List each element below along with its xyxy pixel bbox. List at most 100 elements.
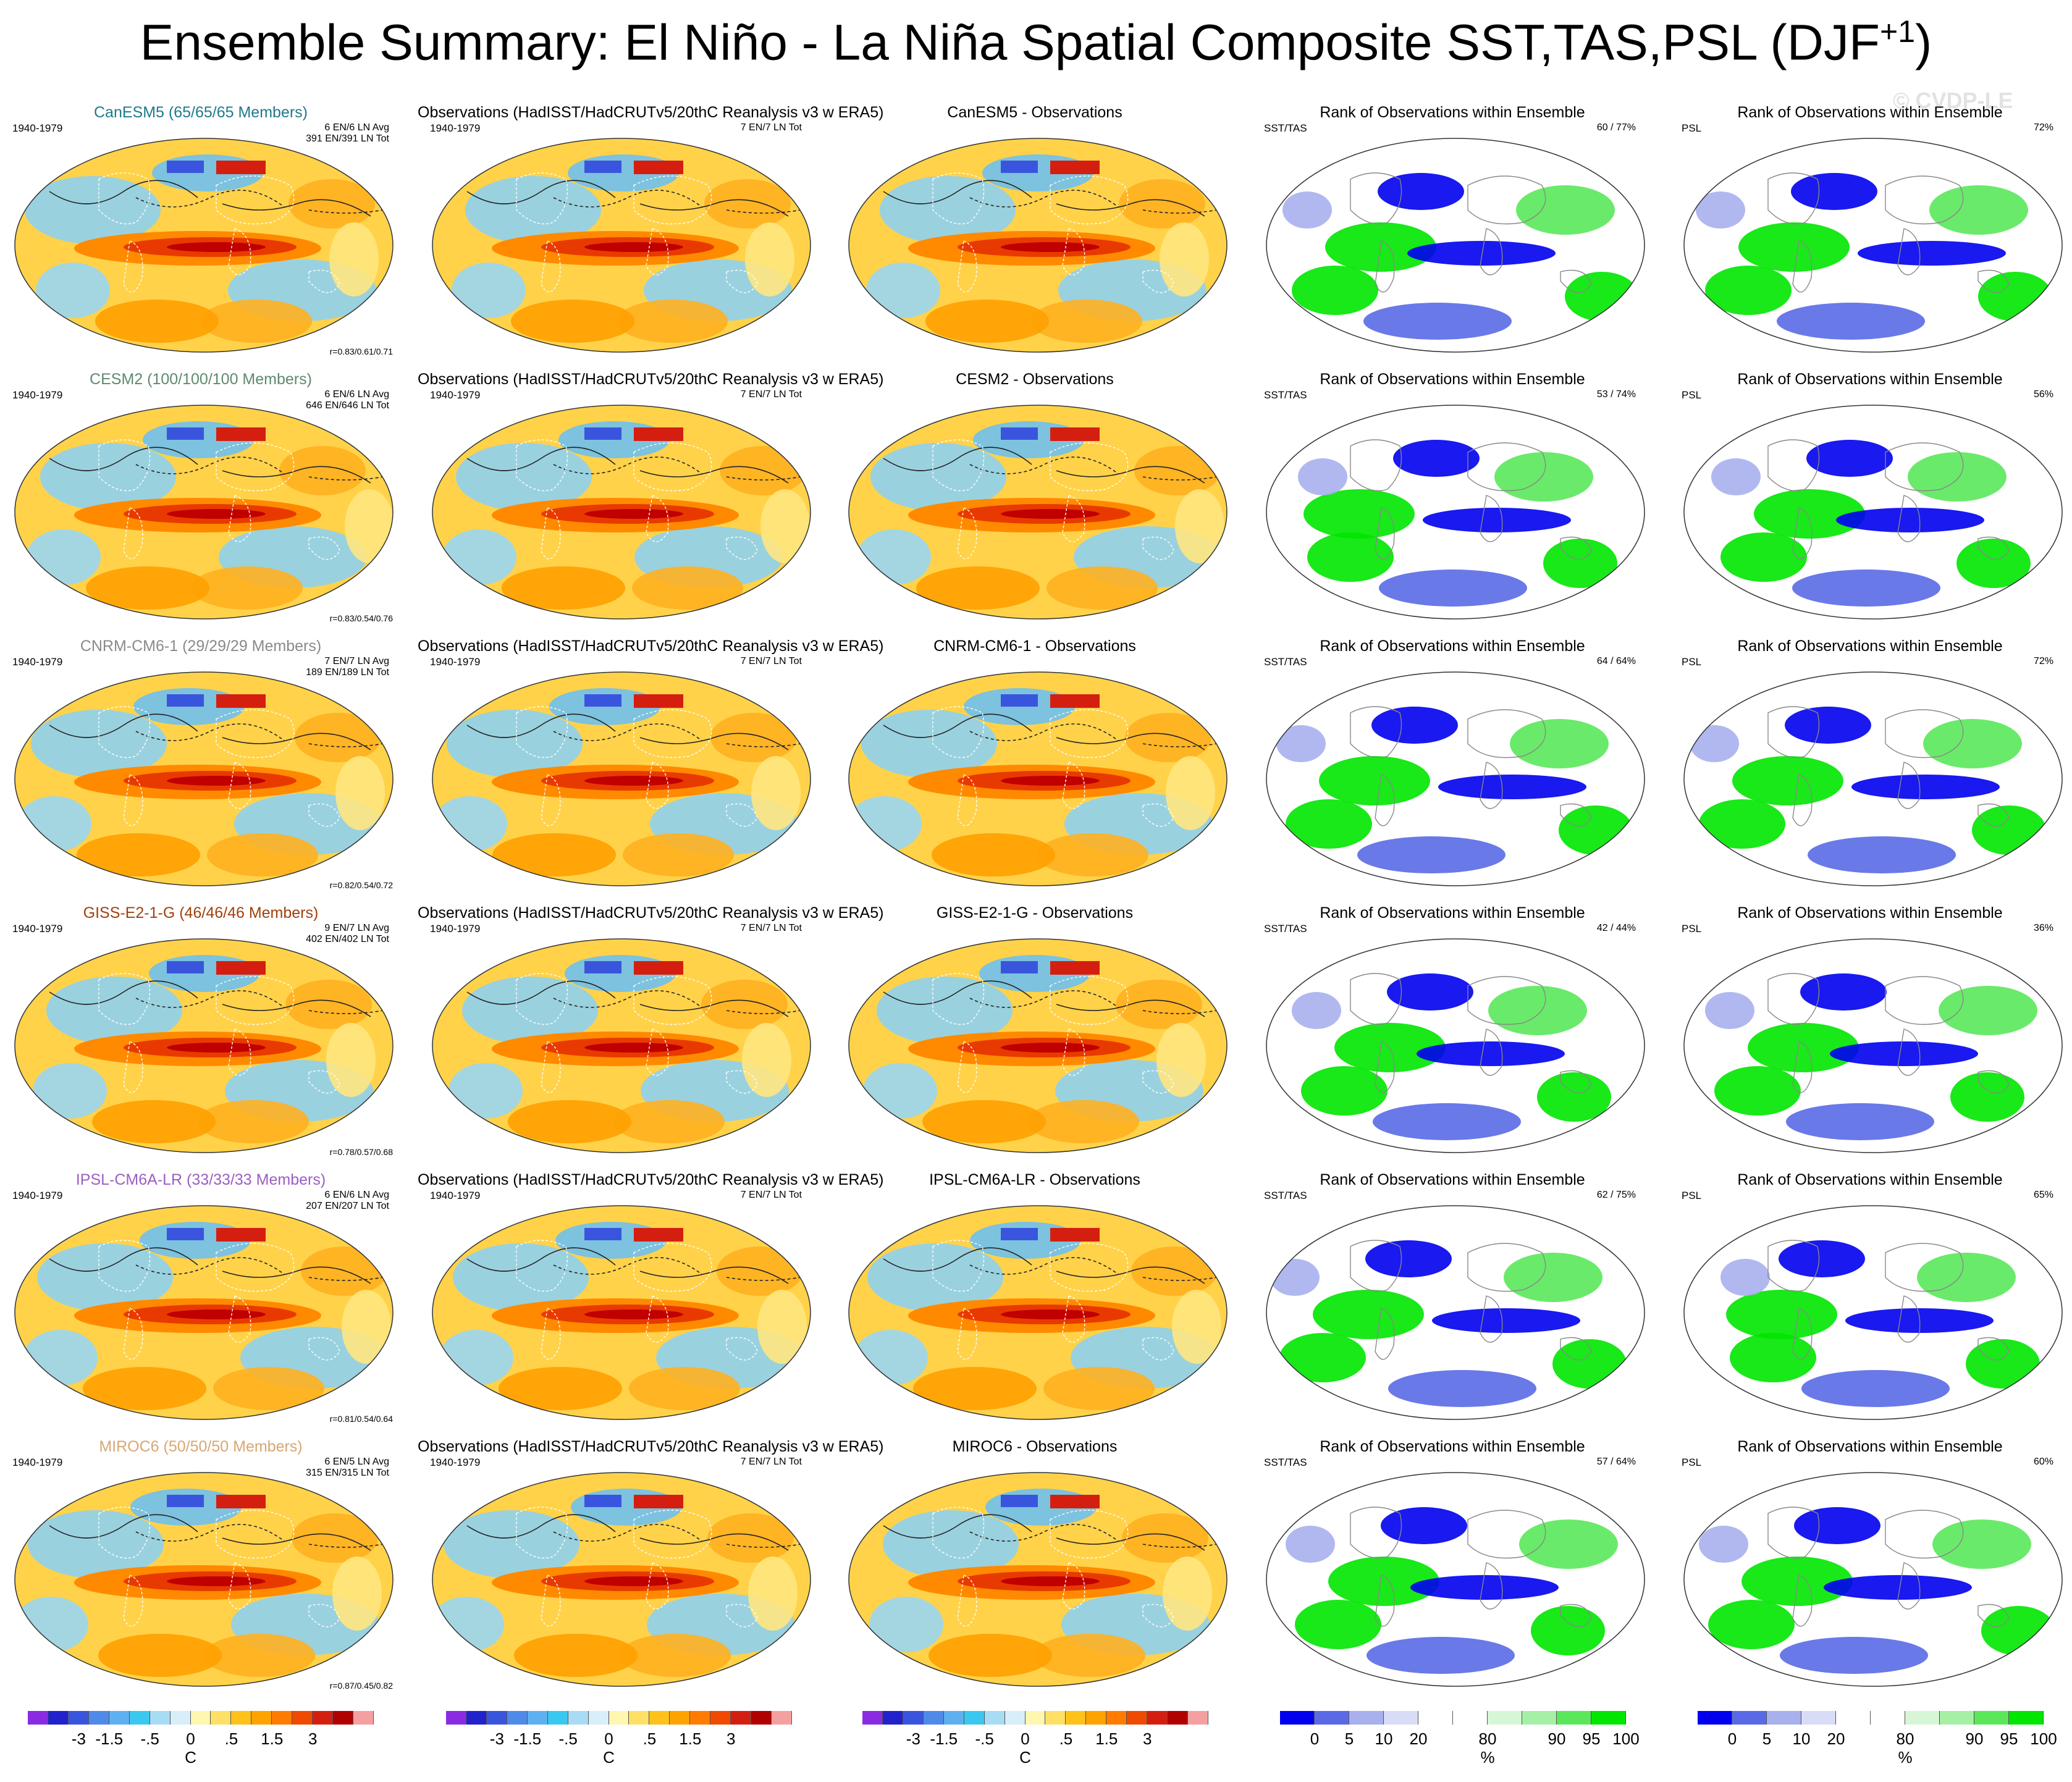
psl-rank-map bbox=[1683, 138, 2063, 353]
watermark: © CVDP-LE bbox=[1893, 88, 2013, 113]
colorbar-tick-label: 95 bbox=[2000, 1729, 2018, 1748]
colorbar-tick-label: 0 bbox=[1727, 1729, 1737, 1748]
obs-counts: 7 EN/7 LN Tot bbox=[740, 656, 802, 666]
observed-composite-map bbox=[432, 938, 811, 1153]
sst-tas-label: SST/TAS bbox=[1264, 923, 1307, 935]
period-label: 1940-1979 bbox=[430, 122, 481, 134]
colorbar-swatch bbox=[588, 1711, 609, 1725]
psl-label: PSL bbox=[1682, 923, 1702, 935]
pattern-correlation: r=0.83/0.54/0.76 bbox=[329, 613, 393, 623]
obs-title: Observations (HadISST/HadCRUTv5/20thC Re… bbox=[418, 1171, 884, 1188]
map-container bbox=[430, 1203, 813, 1423]
total-counts: 402 EN/402 LN Tot bbox=[306, 934, 389, 944]
pattern-correlation: r=0.87/0.45/0.82 bbox=[329, 1681, 393, 1691]
colorbar-tick-label: -3 bbox=[489, 1729, 504, 1748]
map-container bbox=[846, 1203, 1229, 1423]
panel-r1-c1: CanESM5 (65/65/65 Members) 1940-1979 6 EN/… bbox=[0, 104, 402, 360]
period-label: 1940-1979 bbox=[430, 1190, 481, 1201]
total-counts: 189 EN/189 LN Tot bbox=[306, 667, 389, 678]
map-container bbox=[1682, 1470, 2065, 1689]
psl-label: PSL bbox=[1682, 656, 1702, 668]
model-title: GISS-E2-1-G (46/46/46 Members) bbox=[83, 904, 319, 922]
colorbar-swatch bbox=[629, 1711, 650, 1725]
panel-r1-c5: Rank of Observations within Ensemble PSL 7… bbox=[1669, 104, 2071, 360]
colorbar-swatch bbox=[272, 1711, 293, 1725]
obs-title: Observations (HadISST/HadCRUTv5/20thC Re… bbox=[418, 637, 884, 655]
sst-tas-rank-map bbox=[1266, 938, 1645, 1153]
colorbar-swatch bbox=[1168, 1711, 1188, 1725]
psl-label: PSL bbox=[1682, 122, 1702, 134]
panel-r6-c4: Rank of Observations within Ensemble SST/… bbox=[1252, 1438, 1653, 1694]
colorbar-tick-label: .5 bbox=[642, 1729, 657, 1748]
colorbar-tick-label: 0 bbox=[604, 1729, 613, 1748]
colorbar-swatch bbox=[486, 1711, 507, 1725]
map-container bbox=[430, 936, 813, 1156]
map-container bbox=[430, 403, 813, 622]
colorbar-swatch bbox=[68, 1711, 89, 1725]
colorbar-tick-label: 1.5 bbox=[1095, 1729, 1118, 1748]
colorbar-swatch bbox=[1188, 1711, 1208, 1725]
colorbar-tick-label: 80 bbox=[1896, 1729, 1914, 1748]
colorbar-tick-label: 0 bbox=[186, 1729, 195, 1748]
colorbar-swatch bbox=[2009, 1711, 2044, 1725]
model-title: CESM2 (100/100/100 Members) bbox=[90, 371, 312, 388]
colorbar-swatch bbox=[353, 1711, 374, 1725]
map-container bbox=[1682, 936, 2065, 1156]
colorbar-tick-label: 1.5 bbox=[679, 1729, 702, 1748]
colorbar-swatch bbox=[1557, 1711, 1591, 1725]
colorbar-ticks: -3 -1.5 -.5 0 .5 1.5 3 bbox=[862, 1729, 1208, 1748]
colorbar-swatches bbox=[446, 1711, 792, 1725]
colorbar-swatch bbox=[1591, 1711, 1626, 1725]
colorbar-swatches bbox=[1698, 1711, 2044, 1725]
period-label: 1940-1979 bbox=[12, 656, 63, 668]
panel-r5-c3: IPSL-CM6A-LR - Observations bbox=[834, 1171, 1236, 1427]
colorbar-swatch bbox=[1453, 1711, 1488, 1725]
map-container bbox=[1264, 403, 1647, 622]
rank-title: Rank of Observations within Ensemble bbox=[1320, 1171, 1585, 1188]
colorbar-swatch bbox=[862, 1711, 883, 1725]
rank-title: Rank of Observations within Ensemble bbox=[1737, 371, 2003, 388]
difference-title: MIROC6 - Observations bbox=[952, 1438, 1118, 1455]
panel-r5-c1: IPSL-CM6A-LR (33/33/33 Members) 1940-1979… bbox=[0, 1171, 402, 1427]
colorbar-tick-label: -.5 bbox=[140, 1729, 159, 1748]
colorbar-swatch bbox=[964, 1711, 985, 1725]
rank-colorbar-2: 0 5 10 20 80 90 95 100% bbox=[1698, 1711, 2057, 1779]
difference-map bbox=[848, 671, 1228, 886]
obs-counts: 7 EN/7 LN Tot bbox=[740, 389, 802, 400]
difference-map bbox=[848, 405, 1228, 620]
rank-percent: 56% bbox=[2033, 389, 2053, 400]
rank-colorbar-1: 0 5 10 20 80 90 95 100% bbox=[1280, 1711, 1640, 1779]
colorbar-swatch bbox=[1940, 1711, 1974, 1725]
map-container bbox=[12, 1203, 395, 1423]
model-title: CanESM5 (65/65/65 Members) bbox=[94, 104, 308, 121]
map-container bbox=[846, 1470, 1229, 1689]
colorbar-tick-label: 90 bbox=[1548, 1729, 1566, 1748]
total-counts: 646 EN/646 LN Tot bbox=[306, 400, 389, 411]
rank-percent: 60% bbox=[2033, 1456, 2053, 1467]
difference-title: CNRM-CM6-1 - Observations bbox=[933, 637, 1136, 655]
figure-title: Ensemble Summary: El Niño - La Niña Spat… bbox=[140, 14, 1932, 71]
map-container bbox=[846, 936, 1229, 1156]
colorbar-unit: C bbox=[185, 1748, 196, 1767]
period-label: 1940-1979 bbox=[430, 389, 481, 401]
panel-r5-c5: Rank of Observations within Ensemble PSL 6… bbox=[1669, 1171, 2071, 1427]
model-title: CNRM-CM6-1 (29/29/29 Members) bbox=[80, 637, 322, 655]
psl-label: PSL bbox=[1682, 1456, 1702, 1468]
rank-title: Rank of Observations within Ensemble bbox=[1320, 104, 1585, 121]
sst-tas-rank-map bbox=[1266, 1205, 1645, 1420]
colorbar-swatch bbox=[731, 1711, 752, 1725]
colorbar-tick-label: -.5 bbox=[975, 1729, 994, 1748]
rank-title: Rank of Observations within Ensemble bbox=[1320, 1438, 1585, 1455]
obs-counts: 7 EN/7 LN Tot bbox=[740, 1456, 802, 1467]
rank-percent: 57 / 64% bbox=[1596, 1456, 1636, 1467]
model-composite-map bbox=[14, 405, 394, 620]
model-composite-map bbox=[14, 938, 394, 1153]
difference-map bbox=[848, 1472, 1228, 1687]
difference-map bbox=[848, 938, 1228, 1153]
sst-tas-rank-map bbox=[1266, 138, 1645, 353]
colorbar-swatch bbox=[507, 1711, 528, 1725]
colorbar-swatch bbox=[527, 1711, 548, 1725]
panel-r2-c5: Rank of Observations within Ensemble PSL 5… bbox=[1669, 371, 2071, 627]
colorbar-swatch bbox=[231, 1711, 252, 1725]
panel-r4-c2: Observations (HadISST/HadCRUTv5/20thC Re… bbox=[418, 904, 883, 1161]
